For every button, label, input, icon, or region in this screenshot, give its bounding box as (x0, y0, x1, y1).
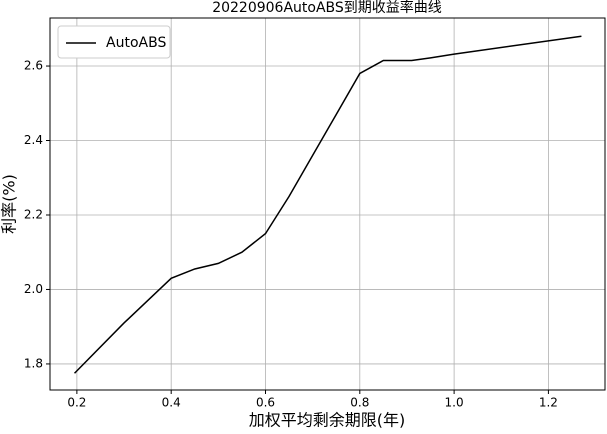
y-tick-label: 2.2 (24, 207, 43, 221)
line (73, 35, 582, 374)
chart-title: 20220906AutoABS到期收益率曲线 (212, 0, 442, 16)
legend-box (57, 25, 171, 59)
x-tick-label: 1.2 (539, 396, 558, 410)
x-tick-label: 0.4 (162, 396, 181, 410)
x-tick-label: 0.8 (350, 396, 369, 410)
x-tick-label: 0.2 (67, 396, 86, 410)
y-tick-label: 2.6 (24, 59, 43, 73)
y-axis-label: 利率(%) (0, 174, 19, 234)
x-tick-label: 0.6 (256, 396, 275, 410)
y-tick-label: 1.8 (24, 356, 43, 370)
x-tick-label: 1.0 (445, 396, 464, 410)
y-tick-label: 2.0 (24, 282, 43, 296)
x-axis-label: 加权平均剩余期限(年) (249, 411, 406, 430)
legend-label: AutoABS (106, 35, 166, 51)
plot-frame (49, 17, 606, 391)
y-tick-label: 2.4 (24, 133, 43, 147)
